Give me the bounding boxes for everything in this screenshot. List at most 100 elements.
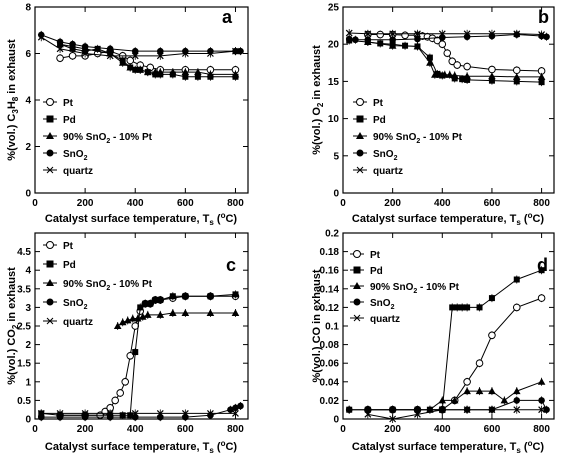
data-point xyxy=(464,304,471,311)
data-point xyxy=(463,406,471,414)
data-point xyxy=(414,30,421,38)
series-sno2 xyxy=(345,30,550,44)
data-point xyxy=(121,378,130,386)
data-point xyxy=(147,300,154,307)
data-point xyxy=(142,300,149,307)
legend-item-quartz: quartz xyxy=(43,317,93,328)
data-point xyxy=(463,378,471,386)
y-tick-label: 5 xyxy=(333,151,339,162)
panel-c-ylabel: %(vol.) CO2 in exhaust xyxy=(6,267,20,385)
legend-label: quartz xyxy=(373,166,403,177)
data-point xyxy=(143,311,152,318)
series-quartz xyxy=(345,29,546,39)
data-point xyxy=(488,30,496,38)
data-point xyxy=(376,30,385,39)
data-point xyxy=(132,66,139,73)
x-tick-label: 800 xyxy=(227,424,244,435)
data-point xyxy=(512,387,521,395)
legend-item-pt: Pt xyxy=(353,98,384,109)
data-point xyxy=(56,54,64,62)
y-tick-label: 0.06 xyxy=(320,359,340,370)
data-point xyxy=(488,387,496,395)
data-point xyxy=(131,409,139,417)
x-tick-label: 200 xyxy=(384,424,401,435)
panel-letter-a: a xyxy=(222,7,233,27)
y-tick-label: 3 xyxy=(25,303,31,314)
data-point xyxy=(231,70,240,78)
panel-c-xlabel: Catalyst surface temperature, Ts (oC) xyxy=(45,439,237,455)
data-point xyxy=(513,30,521,38)
data-point xyxy=(128,314,137,322)
panel-c-grid-layer: 0 200 400 600 800 0 0.5 1 1.5 2 2.5 3 3.5 4 4.5 xyxy=(17,233,248,435)
data-point xyxy=(169,68,177,76)
data-point xyxy=(156,47,164,55)
data-point xyxy=(116,389,124,397)
data-point xyxy=(206,409,214,417)
legend-label: 90% SnO2 - 10% Pt xyxy=(373,132,463,145)
data-point xyxy=(538,397,545,404)
data-point xyxy=(194,73,201,80)
y-tick-label: 0.14 xyxy=(320,284,340,295)
panel-letter-b: b xyxy=(538,7,549,27)
panel-letter-c: c xyxy=(226,255,236,275)
data-point xyxy=(488,331,496,340)
data-point xyxy=(431,70,439,78)
y-tick-label: 25 xyxy=(328,3,340,14)
data-point xyxy=(512,303,521,312)
data-point xyxy=(538,79,545,86)
data-point xyxy=(151,68,160,76)
legend-label: Pd xyxy=(373,115,386,126)
legend-item-sno2: SnO2 xyxy=(43,149,88,162)
data-point xyxy=(513,406,521,414)
panel-d-frame xyxy=(342,232,555,420)
data-point xyxy=(182,293,189,300)
data-point xyxy=(94,45,101,52)
legend-item-pd: Pd xyxy=(43,260,76,271)
panel-b-ylabel: %(vol.) O2 in exhaust xyxy=(311,45,325,155)
y-tick-label: 0.2 xyxy=(325,229,339,240)
data-point xyxy=(414,35,421,43)
legend-label: 90% SnO2 - 10% Pt xyxy=(63,132,153,145)
data-point xyxy=(450,396,459,404)
panel-b-xlabel: Catalyst surface temperature, Ts (oC) xyxy=(352,211,544,227)
data-point xyxy=(106,409,114,417)
data-point xyxy=(543,33,550,41)
x-tick-label: 600 xyxy=(484,424,501,435)
x-tick-label: 0 xyxy=(32,424,38,435)
data-point xyxy=(512,66,521,75)
data-point xyxy=(459,76,466,83)
panel-d-ylabel: %(vol.) CO in exhaust xyxy=(311,269,323,382)
legend-label: SnO2 xyxy=(63,149,88,162)
data-point xyxy=(475,387,484,395)
data-point xyxy=(126,63,135,71)
legend-item-sno2-pt: 90% SnO2 - 10% Pt xyxy=(43,279,153,292)
data-point xyxy=(119,412,126,419)
data-point xyxy=(488,77,495,84)
x-tick-label: 0 xyxy=(340,424,346,435)
y-tick-label: 0.12 xyxy=(320,303,340,314)
y-tick-label: 6 xyxy=(25,49,31,60)
data-point xyxy=(69,40,76,48)
y-tick-label: 0 xyxy=(25,415,31,426)
series-90-sno2-10-pt xyxy=(426,377,546,414)
data-point xyxy=(181,409,189,417)
data-point xyxy=(513,397,521,404)
data-point xyxy=(137,304,144,311)
series-pd xyxy=(38,290,239,420)
legend-label: Pt xyxy=(63,241,74,252)
panel-a-ylabel: %(vol.) C3H8 in exhaust xyxy=(6,39,20,161)
y-tick-label: 10 xyxy=(328,114,340,125)
x-tick-label: 800 xyxy=(533,198,550,209)
series-quartz xyxy=(37,33,239,60)
y-tick-label: 0.18 xyxy=(320,247,340,258)
panel-d-xlabel: Catalyst surface temperature, Ts (oC) xyxy=(352,439,544,455)
panel-c: 0 200 400 600 800 0 0.5 1 1.5 2 2.5 3 3.5 4 4.5 c Pt P… xyxy=(6,232,249,455)
legend-item-sno2-pt: 90% SnO2 - 10% Pt xyxy=(43,132,153,145)
legend-item-pd: Pd xyxy=(353,115,386,126)
data-point xyxy=(352,36,359,44)
legend-label: quartz xyxy=(63,317,93,328)
data-point xyxy=(56,45,64,53)
y-tick-label: 2 xyxy=(25,340,31,351)
data-point xyxy=(388,41,397,49)
data-point xyxy=(389,36,396,44)
